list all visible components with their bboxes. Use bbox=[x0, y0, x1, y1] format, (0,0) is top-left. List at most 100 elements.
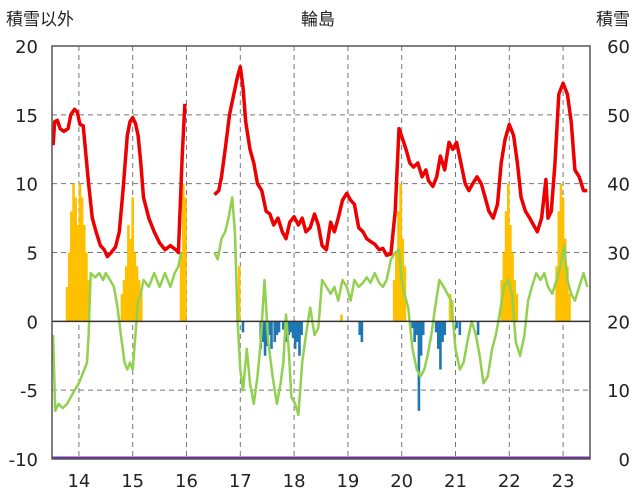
x-tick-label: 20 bbox=[390, 471, 413, 492]
snow-bar-25 bbox=[237, 266, 241, 322]
snow-bar-49 bbox=[568, 293, 571, 322]
gridlines bbox=[52, 46, 590, 459]
x-tick-label: 23 bbox=[552, 471, 575, 492]
blue-bar-24 bbox=[417, 321, 421, 411]
blue-bar-6 bbox=[270, 321, 273, 349]
blue-bar-31 bbox=[443, 321, 447, 336]
snow-bar-1 bbox=[67, 252, 71, 322]
chart-title: 輪島 bbox=[301, 10, 335, 30]
left-tick-label: -10 bbox=[9, 450, 38, 471]
red-series-line bbox=[51, 64, 588, 259]
snow-bar-38 bbox=[506, 183, 510, 322]
blue-bar-3 bbox=[263, 321, 267, 356]
blue-bar-17 bbox=[298, 321, 301, 356]
snow-bar-47 bbox=[563, 238, 567, 322]
x-tick-label: 19 bbox=[336, 471, 359, 492]
blue-bar-23 bbox=[415, 321, 419, 336]
snow-bar-4 bbox=[74, 197, 77, 322]
blue-bar-26 bbox=[421, 321, 425, 336]
snow-bar-18 bbox=[135, 266, 139, 322]
snow-bar-6 bbox=[78, 183, 82, 322]
left-tick-label: 10 bbox=[15, 175, 38, 196]
x-tick-label: 17 bbox=[229, 471, 252, 492]
left-tick-label: 20 bbox=[15, 37, 38, 58]
blue-bar-32 bbox=[455, 321, 458, 329]
x-tick-label: 16 bbox=[175, 471, 198, 492]
blue-bar-21 bbox=[411, 321, 414, 329]
snow-bar-41 bbox=[513, 280, 516, 322]
snow-bar-11 bbox=[120, 293, 124, 322]
snow-bar-30 bbox=[399, 183, 402, 322]
right-axis-ticks: 60 50 40 30 20 10 0 bbox=[607, 37, 630, 471]
blue-bar-12 bbox=[287, 321, 291, 336]
snow-bar-23 bbox=[184, 197, 187, 322]
left-tick-label: 15 bbox=[15, 106, 38, 127]
blue-bar-10 bbox=[282, 321, 285, 330]
snow-bar-14 bbox=[127, 224, 130, 322]
snow-bar-2 bbox=[70, 211, 73, 322]
left-tick-label: 0 bbox=[27, 312, 38, 333]
blue-bar-16 bbox=[296, 321, 299, 342]
left-axis-ticks: 20 15 10 5 0 -5 -10 bbox=[9, 37, 38, 471]
blue-bar-27 bbox=[434, 321, 438, 333]
snow-bar-44 bbox=[557, 211, 561, 322]
blue-bar-5 bbox=[268, 321, 271, 336]
blue-bar-2 bbox=[261, 321, 265, 342]
blue-bar-34 bbox=[476, 321, 480, 336]
snow-bar-8 bbox=[82, 224, 86, 322]
blue-bar-29 bbox=[439, 321, 442, 370]
x-tick-label: 21 bbox=[444, 471, 467, 492]
blue-bar-14 bbox=[291, 321, 295, 338]
snow-bar-7 bbox=[80, 197, 84, 322]
blue-bar-28 bbox=[436, 321, 440, 349]
right-tick-label: 20 bbox=[607, 312, 630, 333]
blue-bar-33 bbox=[458, 321, 462, 336]
right-tick-label: 50 bbox=[607, 106, 630, 127]
snow-bar-27 bbox=[392, 280, 396, 322]
blue-bar-8 bbox=[275, 321, 279, 336]
right-tick-label: 30 bbox=[607, 244, 630, 265]
snow-bar-40 bbox=[511, 252, 514, 322]
left-axis-label: 積雪以外 bbox=[6, 10, 74, 30]
snow-bar-39 bbox=[509, 224, 512, 322]
x-tick-label: 18 bbox=[283, 471, 306, 492]
snow-bar-5 bbox=[76, 224, 80, 322]
right-axis-label: 積雪 bbox=[596, 10, 630, 30]
blue-bar-20 bbox=[360, 321, 364, 342]
right-tick-label: 60 bbox=[607, 37, 630, 58]
blue-bar-13 bbox=[289, 321, 293, 333]
snow-bar-46 bbox=[561, 197, 565, 322]
blue-bar-7 bbox=[273, 321, 277, 342]
snow-bar-13 bbox=[124, 266, 128, 322]
snow-bar-0 bbox=[65, 286, 69, 322]
blue-bar-30 bbox=[441, 321, 444, 342]
snow-bar-9 bbox=[85, 252, 88, 322]
blue-bar-15 bbox=[293, 321, 297, 349]
snow-bar-20 bbox=[140, 293, 143, 322]
snow-bar-37 bbox=[504, 211, 508, 322]
left-tick-label: -5 bbox=[20, 381, 38, 402]
blue-bar-18 bbox=[300, 321, 303, 336]
snow-bar-48 bbox=[566, 266, 569, 322]
blue-bar-0 bbox=[241, 321, 245, 333]
right-tick-label: 0 bbox=[619, 450, 630, 471]
snow-bar-26 bbox=[340, 314, 343, 322]
snow-bar-43 bbox=[555, 266, 558, 322]
snow-bar-42 bbox=[515, 293, 519, 322]
left-tick-label: 5 bbox=[27, 244, 38, 265]
snow-bar-45 bbox=[559, 183, 563, 322]
snow-bar-21 bbox=[179, 252, 183, 322]
snow-bar-16 bbox=[131, 197, 134, 322]
right-tick-label: 10 bbox=[607, 381, 630, 402]
x-tick-label: 22 bbox=[498, 471, 521, 492]
snow-bar-15 bbox=[129, 238, 132, 322]
snow-bar-3 bbox=[72, 183, 75, 322]
snow-bar-29 bbox=[397, 211, 400, 322]
snow-bar-33 bbox=[448, 293, 452, 322]
snow-bar-22 bbox=[181, 183, 185, 322]
blue-bar-22 bbox=[413, 321, 416, 342]
snow-bar-17 bbox=[133, 252, 137, 322]
blue-bar-9 bbox=[277, 321, 281, 333]
blue-bar-25 bbox=[419, 321, 423, 356]
